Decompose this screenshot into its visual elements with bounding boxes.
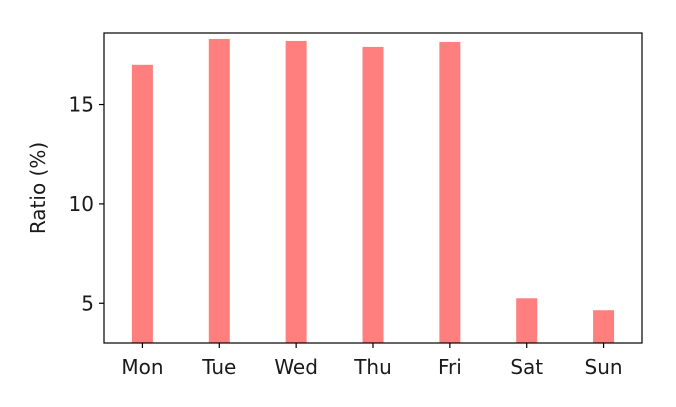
bar-fri: [439, 41, 461, 343]
bar-mon: [131, 64, 153, 344]
y-axis-label: Ratio (%): [26, 142, 50, 234]
bar-wed: [285, 40, 307, 343]
bar-sat: [516, 298, 538, 343]
x-tick-label: Wed: [274, 355, 318, 379]
y-tick-label: 5: [81, 291, 94, 315]
x-tick-label: Sat: [510, 355, 543, 379]
x-tick-label: Fri: [438, 355, 462, 379]
x-tick-label: Sun: [585, 355, 623, 379]
bar-sun: [593, 310, 615, 343]
y-axis-ticks: 5 10 15: [69, 93, 104, 315]
y-tick-label: 10: [69, 192, 94, 216]
bar-thu: [362, 46, 384, 344]
bars-layer: [131, 38, 615, 344]
y-tick-label: 15: [69, 93, 94, 117]
x-axis-ticks: Mon Tue Wed Thu Fri Sat Sun: [121, 343, 623, 379]
x-tick-label: Mon: [121, 355, 163, 379]
bar-tue: [208, 38, 230, 343]
x-tick-label: Tue: [201, 355, 236, 379]
x-tick-label: Thu: [353, 355, 392, 379]
